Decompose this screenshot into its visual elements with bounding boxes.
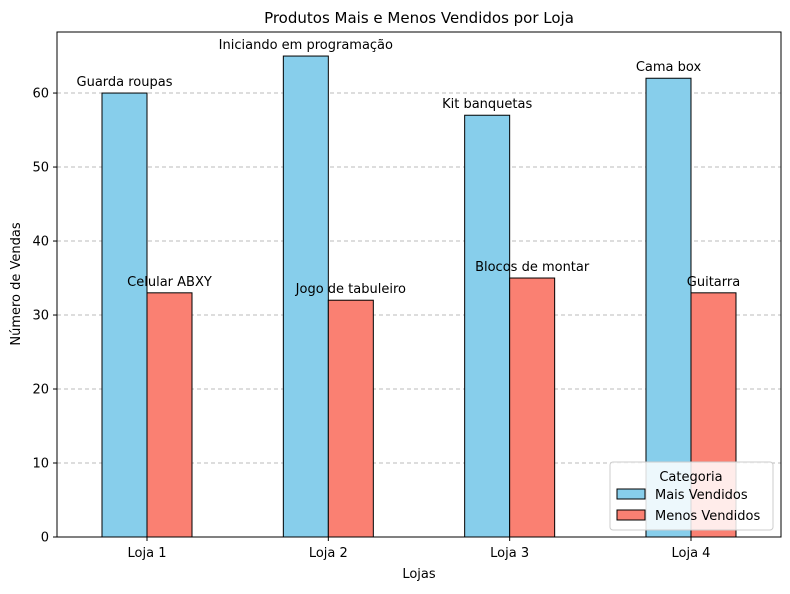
x-tick-label: Loja 3 [490,546,529,561]
bar-data-label: Blocos de montar [475,260,590,275]
legend-swatch [616,509,646,521]
legend: Categoria Mais Vendidos Menos Vendidos [609,461,774,531]
bar-mais-vendidos [101,92,148,538]
y-tick-label: 50 [32,161,49,176]
legend-swatch [616,488,646,500]
x-axis-label: Lojas [402,567,436,582]
bar-data-label: Guarda roupas [77,75,173,90]
bar-data-label: Cama box [636,60,702,75]
axes: 0 10 20 30 40 50 60 Loja 1 Loja 2 Loja 3 Loja 4 [32,31,782,561]
bar-menos-vendidos [509,277,556,538]
legend-label: Mais Vendidos [655,488,748,503]
y-tick-label: 20 [32,383,49,398]
bar-data-label: Kit banquetas [442,97,532,112]
y-tick-label: 10 [32,457,49,472]
legend-frame [609,461,774,531]
legend-title: Categoria [659,470,722,485]
bar-mais-vendidos [645,77,692,538]
y-axis-label: Número de Vendas [9,222,24,345]
bar-menos-vendidos [327,299,374,538]
bar-labels: Guarda roupas Iniciando em programação Kit… [77,38,741,297]
bar-mais-vendidos [464,114,511,538]
bar-data-label: Celular ABXY [127,275,212,290]
bar-data-label: Guitarra [687,275,740,290]
bar-data-label: Iniciando em programação [219,38,393,53]
y-tick-label: 0 [41,531,49,546]
bar-data-label: Jogo de tabuleiro [295,282,406,297]
legend-label: Menos Vendidos [655,509,761,524]
legend-items: Mais Vendidos Menos Vendidos [616,488,761,524]
x-tick-label: Loja 1 [128,546,167,561]
y-tick-label: 60 [32,87,49,102]
bar-menos-vendidos [146,292,193,538]
chart-title: Produtos Mais e Menos Vendidos por Loja [264,9,574,27]
x-tick-label: Loja 2 [309,546,348,561]
y-tick-label: 30 [32,309,49,324]
plot-frame [56,31,782,538]
y-tick-label: 40 [32,235,49,250]
x-tick-label: Loja 4 [672,546,711,561]
